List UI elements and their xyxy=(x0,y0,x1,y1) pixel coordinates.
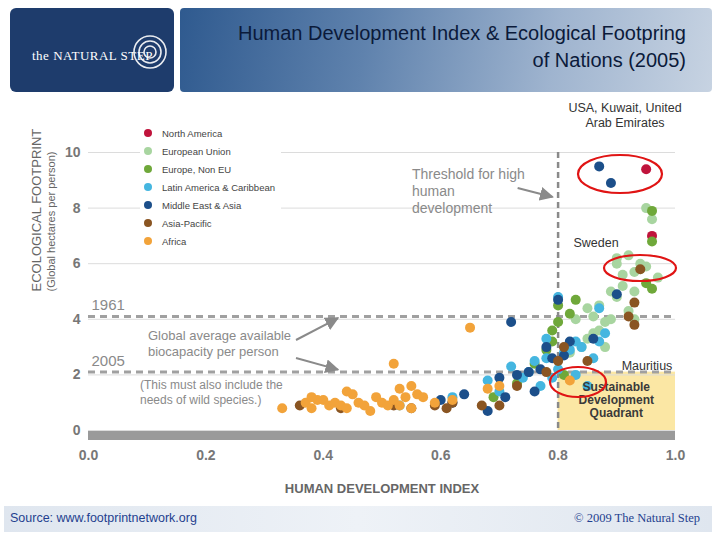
svg-text:6: 6 xyxy=(73,255,81,271)
svg-text:0.0: 0.0 xyxy=(79,447,99,463)
svg-text:(Global hectares per person): (Global hectares per person) xyxy=(45,151,57,291)
html-text:Africa: Africa xyxy=(162,235,187,247)
svg-text:2: 2 xyxy=(73,366,81,382)
svg-text:4: 4 xyxy=(73,311,81,327)
svg-text:ECOLOGICAL FOOTPRINT: ECOLOGICAL FOOTPRINT xyxy=(29,129,44,292)
svg-text:8: 8 xyxy=(73,200,81,216)
html-text:Europe, Non EU: Europe, Non EU xyxy=(162,163,232,175)
svg-text:10: 10 xyxy=(65,144,81,160)
html-text:Threshold for high human devel: Threshold for high human development xyxy=(412,166,525,216)
svg-text:1961: 1961 xyxy=(92,296,125,313)
html-text:European Union: European Union xyxy=(162,145,231,157)
html-text:Sustainable Development Quadra: Sustainable Development Quadrant xyxy=(578,380,654,421)
html-text:Human Development Index & Ecol: Human Development Index & Ecological Foo… xyxy=(238,22,686,71)
html-text:Asia-Pacific: Asia-Pacific xyxy=(162,217,212,229)
svg-text:0.4: 0.4 xyxy=(314,447,334,463)
html-text:North America: North America xyxy=(162,127,223,139)
svg-text:0: 0 xyxy=(73,422,81,438)
html-text:(This must also include the ne: (This must also include the needs of wil… xyxy=(140,378,283,407)
svg-text:0.6: 0.6 xyxy=(431,447,451,463)
svg-text:2005: 2005 xyxy=(92,352,125,369)
svg-text:1.0: 1.0 xyxy=(666,447,686,463)
html-text:Source: www.footprintnetwork.o: Source: www.footprintnetwork.org xyxy=(10,511,197,525)
html-text:Sweden: Sweden xyxy=(573,236,619,250)
html-text:the NATURAL STEP: the NATURAL STEP xyxy=(32,48,153,63)
svg-text:0.8: 0.8 xyxy=(548,447,568,463)
svg-text:0.2: 0.2 xyxy=(196,447,216,463)
html-text:Middle East & Asia: Middle East & Asia xyxy=(162,199,242,211)
html-text:© 2009 The Natural Step: © 2009 The Natural Step xyxy=(574,511,700,525)
svg-text:HUMAN DEVELOPMENT INDEX: HUMAN DEVELOPMENT INDEX xyxy=(285,481,480,496)
html-text:USA, Kuwait, United Arab Emira: USA, Kuwait, United Arab Emirates xyxy=(568,101,682,130)
html-text:Mauritius: Mauritius xyxy=(621,359,673,373)
html-text:Global average available bioca: Global average available biocapacity per… xyxy=(148,328,292,359)
html-text:Latin America & Caribbean: Latin America & Caribbean xyxy=(162,181,275,193)
